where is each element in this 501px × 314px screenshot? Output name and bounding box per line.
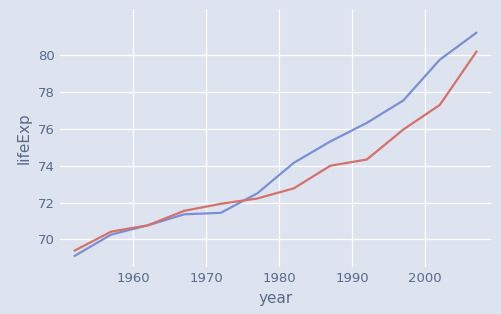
Y-axis label: lifeExp: lifeExp (17, 112, 32, 164)
X-axis label: year: year (259, 291, 293, 306)
